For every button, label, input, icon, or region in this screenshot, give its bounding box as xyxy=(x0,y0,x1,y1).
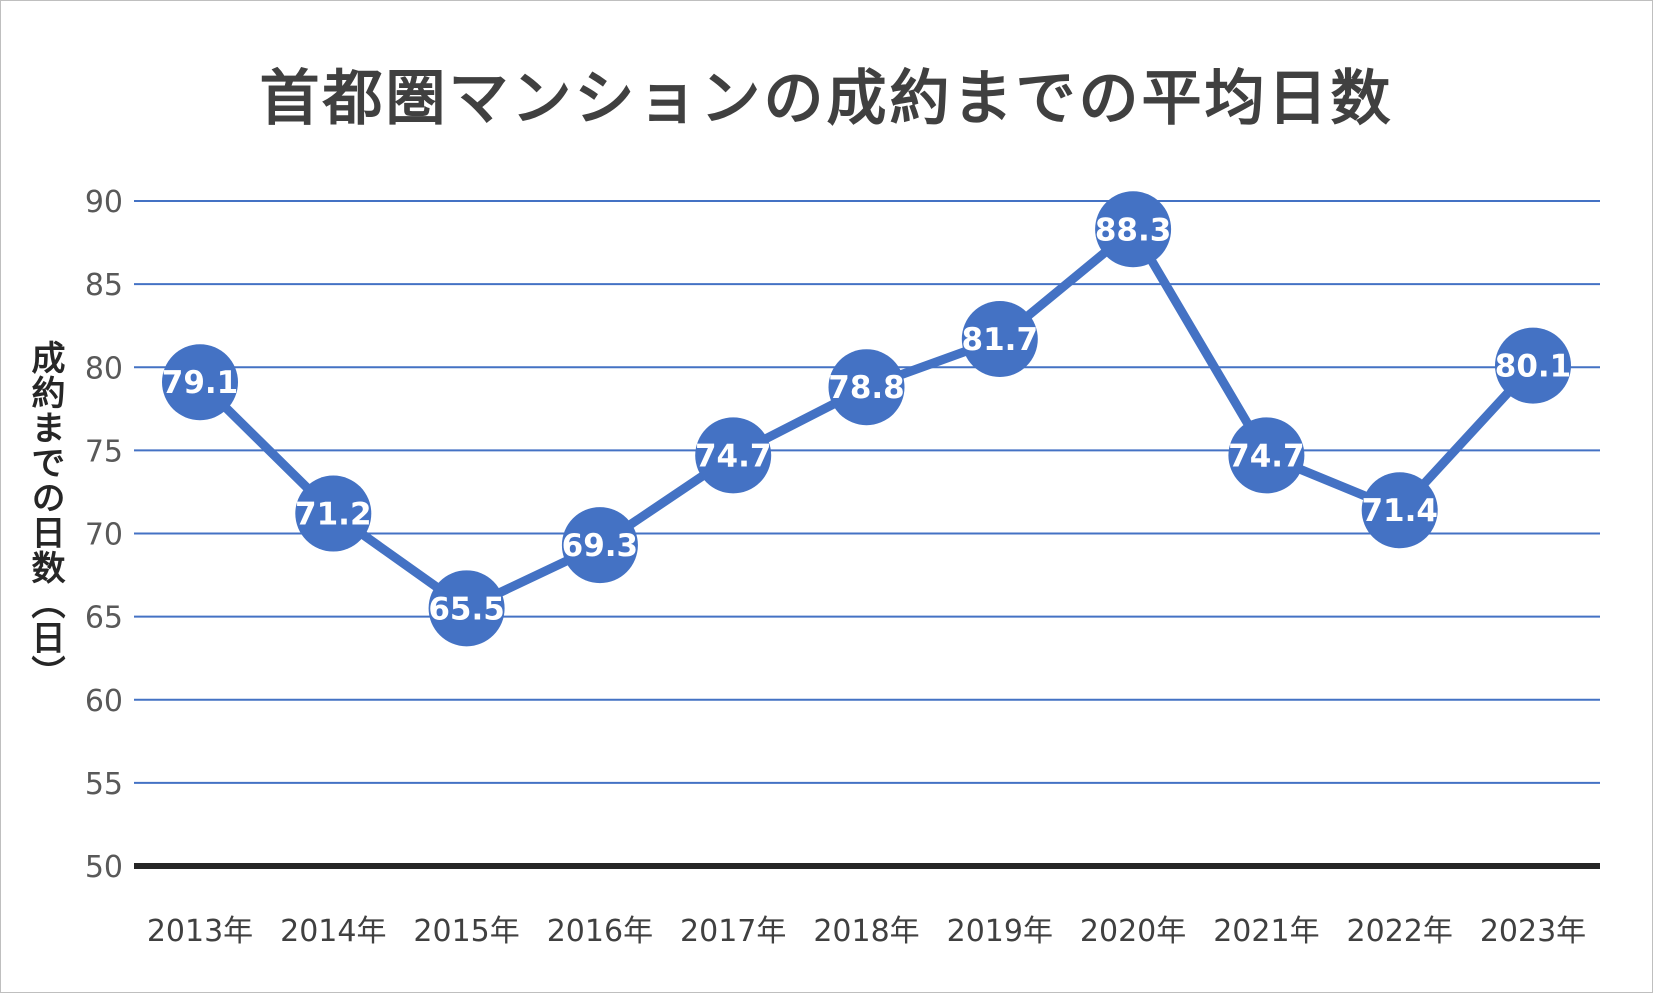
data-point xyxy=(1361,472,1438,549)
data-point xyxy=(1495,327,1571,404)
data-label: 69.3 xyxy=(562,528,639,564)
data-point xyxy=(1095,191,1172,268)
x-tick-label: 2013年 xyxy=(147,914,253,949)
data-label: 78.8 xyxy=(828,370,905,406)
chart-title: 首都圏マンションの成約までの平均日数 xyxy=(259,64,1394,134)
x-tick-label: 2014年 xyxy=(280,914,386,949)
data-label: 71.4 xyxy=(1361,493,1438,529)
data-point xyxy=(695,417,772,494)
y-tick-label: 80 xyxy=(85,351,123,386)
data-point xyxy=(561,507,638,584)
data-point xyxy=(1228,417,1305,494)
data-point xyxy=(295,475,372,552)
data-point xyxy=(828,349,905,426)
x-tick-label: 2020年 xyxy=(1080,914,1186,949)
data-label: 79.1 xyxy=(162,365,239,401)
gridlines xyxy=(134,200,1600,869)
data-point xyxy=(428,570,505,647)
x-tick-label: 2019年 xyxy=(947,914,1053,949)
data-labels: 79.1 71.2 65.5 69.3 74.7 78.8 81.7 88.3 74.7 71.4… xyxy=(162,212,1572,627)
x-tick-label: 2016年 xyxy=(547,914,653,949)
y-axis-label: 成約までの日数（日） xyxy=(25,340,65,690)
y-tick-label: 85 xyxy=(85,268,123,303)
x-axis-ticks: 2013年 2014年 2015年 2016年 2017年 2018年 2019年 2020年… xyxy=(147,914,1586,949)
y-tick-label: 70 xyxy=(85,518,123,553)
y-tick-label: 50 xyxy=(85,850,123,885)
x-tick-label: 2022年 xyxy=(1347,914,1453,949)
data-point xyxy=(162,344,238,421)
data-point xyxy=(961,300,1038,377)
y-tick-label: 65 xyxy=(85,601,123,636)
data-points xyxy=(162,191,1571,647)
data-label: 80.1 xyxy=(1495,349,1572,385)
y-tick-label: 55 xyxy=(85,767,123,802)
data-label: 74.7 xyxy=(1228,438,1305,474)
data-label: 74.7 xyxy=(695,438,772,474)
x-tick-label: 2021年 xyxy=(1213,914,1319,949)
x-tick-label: 2023年 xyxy=(1480,914,1586,949)
y-tick-label: 90 xyxy=(85,185,123,220)
data-label: 65.5 xyxy=(428,591,505,627)
data-label: 81.7 xyxy=(962,322,1039,358)
x-tick-label: 2018年 xyxy=(813,914,919,949)
x-tick-label: 2015年 xyxy=(413,914,519,949)
data-label: 88.3 xyxy=(1095,212,1172,248)
x-tick-label: 2017年 xyxy=(680,914,786,949)
y-tick-label: 75 xyxy=(85,434,123,469)
y-tick-label: 60 xyxy=(85,684,123,719)
data-label: 71.2 xyxy=(295,497,372,533)
y-axis-ticks: 50 55 60 65 70 75 80 85 90 xyxy=(85,185,123,885)
